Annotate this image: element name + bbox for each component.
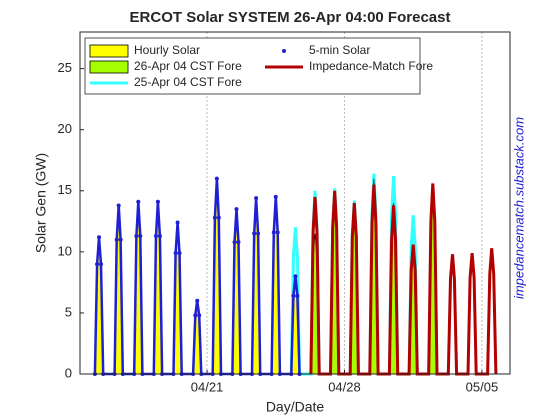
plot-frame — [79, 31, 511, 375]
data-point — [153, 233, 158, 238]
data-point — [291, 293, 296, 298]
data-point — [195, 298, 200, 303]
legend-swatch — [89, 60, 129, 74]
data-point — [157, 233, 162, 238]
legend-label: Impedance-Match Fore — [309, 59, 433, 73]
data-point — [256, 231, 261, 236]
y-tick-label: 15 — [58, 182, 72, 197]
data-point — [271, 230, 276, 235]
data-point — [134, 233, 139, 238]
data-point — [254, 196, 259, 201]
x-tick-label: 04/21 — [191, 379, 224, 394]
data-point — [193, 313, 198, 318]
data-point — [95, 262, 100, 267]
data-point — [136, 199, 141, 204]
data-point — [275, 230, 280, 235]
data-point — [175, 220, 180, 225]
data-point — [252, 231, 257, 236]
legend-swatch — [89, 44, 129, 58]
chart-title: ERCOT Solar SYSTEM 26-Apr 04:00 Forecast — [130, 9, 451, 26]
data-point — [99, 262, 104, 267]
y-tick-label: 20 — [58, 121, 72, 136]
data-point — [155, 199, 160, 204]
legend-swatch — [282, 49, 286, 53]
data-point — [116, 203, 121, 208]
y-tick-label: 0 — [65, 365, 72, 380]
data-point — [234, 207, 239, 212]
data-point — [173, 251, 178, 256]
data-point — [177, 251, 182, 256]
y-axis-label: Solar Gen (GW) — [33, 153, 49, 253]
data-point — [197, 313, 202, 318]
legend-label: 5-min Solar — [309, 43, 370, 57]
y-tick-label: 10 — [58, 243, 72, 258]
x-axis-label: Day/Date — [266, 399, 325, 415]
data-point — [214, 176, 219, 181]
data-point — [138, 233, 143, 238]
annotation: impedancematch.substack.com — [511, 117, 526, 299]
legend-box — [84, 37, 421, 95]
data-point — [295, 293, 300, 298]
data-point — [212, 215, 217, 220]
legend-label: 26-Apr 04 CST Fore — [134, 59, 242, 73]
legend-label: 25-Apr 04 CST Fore — [134, 75, 242, 89]
data-point — [97, 235, 102, 240]
x-tick-label: 04/28 — [328, 379, 361, 394]
data-point — [236, 240, 241, 245]
data-point — [216, 215, 221, 220]
data-point — [293, 274, 298, 279]
x-tick-label: 05/05 — [466, 379, 499, 394]
y-tick-label: 5 — [65, 304, 72, 319]
data-point — [118, 237, 123, 242]
data-point — [232, 240, 237, 245]
y-tick-label: 25 — [58, 60, 72, 75]
data-point — [114, 237, 119, 242]
data-point — [273, 194, 278, 199]
legend-label: Hourly Solar — [134, 43, 200, 57]
